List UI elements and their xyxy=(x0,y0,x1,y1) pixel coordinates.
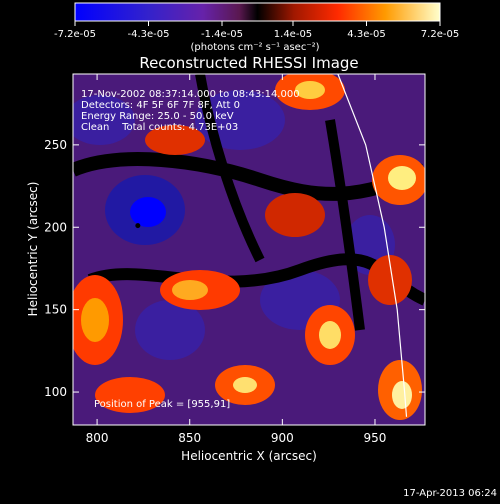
annotation-detectors: Detectors: 4F 5F 6F 7F 8F, Att 0 xyxy=(81,100,240,111)
x-tick-label: 800 xyxy=(86,431,109,445)
colorbar-units: (photons cm⁻² s⁻¹ asec⁻²) xyxy=(190,42,319,53)
heatmap-blob xyxy=(135,300,205,360)
solar-limb-arc xyxy=(337,74,408,417)
colorbar: -7.2e-05 -4.3e-05 -1.4e-05 1.4e-05 4.3e-05 7.… xyxy=(54,2,459,53)
map-center-marker xyxy=(135,223,141,229)
heatmap-blob xyxy=(81,298,109,342)
footer-date: 17-Apr-2013 06:24 xyxy=(403,488,497,499)
chart-title: Reconstructed RHESSI Image xyxy=(139,54,358,72)
colorbar-tick-label: 4.3e-05 xyxy=(347,29,385,40)
heatmap-blob xyxy=(233,377,257,393)
heatmap-ridge xyxy=(195,74,265,263)
plot-area: 800 850 900 950 100 150 200 250 17-Nov-2002 08… xyxy=(44,73,426,445)
y-tick-label: 150 xyxy=(44,303,67,317)
colorbar-tick-label: 7.2e-05 xyxy=(421,29,459,40)
x-tick-label: 900 xyxy=(271,431,294,445)
heatmap-blob xyxy=(368,255,412,305)
plot-frame xyxy=(72,73,426,426)
heatmap-blob xyxy=(319,321,341,349)
annotation-energy-range: Energy Range: 25.0 - 50.0 keV xyxy=(81,111,234,122)
colorbar-gradient xyxy=(74,2,441,22)
annotation-time-range: 17-Nov-2002 08:37:14.000 to 08:43:14.000 xyxy=(81,89,300,100)
heatmap-blob xyxy=(265,193,325,237)
colorbar-tick-label: -7.2e-05 xyxy=(54,29,96,40)
annotation-peak-position: Position of Peak = [955,91] xyxy=(94,399,230,410)
heatmap-blob xyxy=(145,125,205,155)
colorbar-tick-label: -1.4e-05 xyxy=(201,29,243,40)
y-tick-label: 200 xyxy=(44,220,67,234)
heatmap-image xyxy=(73,74,425,420)
heatmap-blob xyxy=(295,81,325,99)
y-axis-ticks: 100 150 200 250 xyxy=(44,138,425,399)
colorbar-tick-label: -4.3e-05 xyxy=(128,29,170,40)
heatmap-blob xyxy=(388,166,416,190)
heatmap-ridge xyxy=(73,152,425,201)
y-tick-label: 100 xyxy=(44,385,67,399)
annotation-counts: Clean Total counts: 4.73E+03 xyxy=(81,122,238,133)
heatmap-blob xyxy=(130,197,166,227)
heatmap-blob xyxy=(392,381,412,409)
colorbar-ticks: -7.2e-05 -4.3e-05 -1.4e-05 1.4e-05 4.3e-05 7.… xyxy=(54,21,459,40)
heatmap-blob xyxy=(172,280,208,300)
colorbar-tick-label: 1.4e-05 xyxy=(274,29,312,40)
x-tick-label: 950 xyxy=(364,431,387,445)
x-tick-label: 850 xyxy=(178,431,201,445)
y-tick-label: 250 xyxy=(44,138,67,152)
y-axis-label: Heliocentric Y (arcsec) xyxy=(26,182,40,317)
heatmap-ridge xyxy=(325,119,365,331)
x-axis-ticks: 800 850 900 950 xyxy=(86,74,387,445)
heatmap-blob xyxy=(73,95,135,145)
heatmap-blob xyxy=(95,377,165,413)
x-axis-label: Heliocentric X (arcsec) xyxy=(181,449,317,463)
annotation-block: 17-Nov-2002 08:37:14.000 to 08:43:14.000… xyxy=(81,89,300,410)
